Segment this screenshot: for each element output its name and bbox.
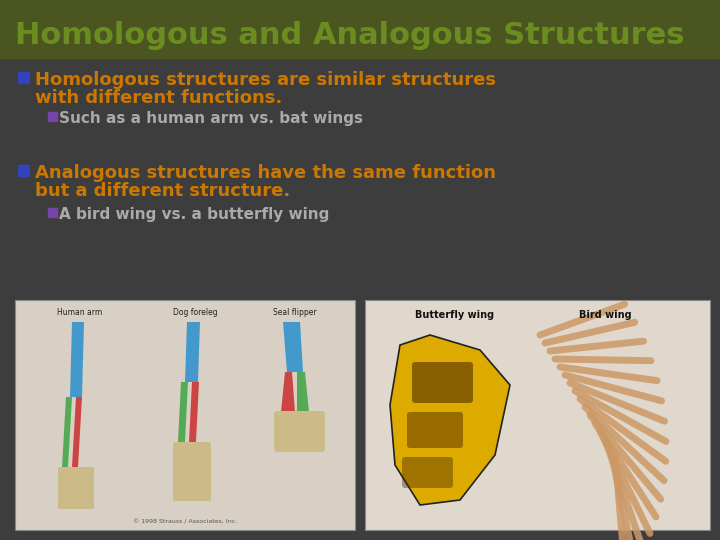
Text: Human arm: Human arm <box>58 308 103 317</box>
Polygon shape <box>189 382 199 442</box>
Text: with different functions.: with different functions. <box>35 89 282 107</box>
Text: but a different structure.: but a different structure. <box>35 182 290 200</box>
Text: Butterfly wing: Butterfly wing <box>415 310 495 320</box>
Bar <box>15 300 355 530</box>
FancyBboxPatch shape <box>58 467 94 509</box>
Polygon shape <box>62 397 72 467</box>
Text: A bird wing vs. a butterfly wing: A bird wing vs. a butterfly wing <box>59 207 329 222</box>
Bar <box>0 0 720 58</box>
FancyBboxPatch shape <box>173 442 211 501</box>
Text: Such as a human arm vs. bat wings: Such as a human arm vs. bat wings <box>59 111 363 126</box>
Text: Analogous structures have the same function: Analogous structures have the same funct… <box>35 164 496 182</box>
FancyBboxPatch shape <box>412 362 473 403</box>
Polygon shape <box>281 372 295 412</box>
Text: Homologous structures are similar structures: Homologous structures are similar struct… <box>35 71 496 89</box>
FancyBboxPatch shape <box>402 457 453 488</box>
FancyBboxPatch shape <box>407 412 463 448</box>
Bar <box>18 165 29 176</box>
Polygon shape <box>178 382 188 442</box>
Text: Homologous and Analogous Structures: Homologous and Analogous Structures <box>15 22 685 51</box>
Polygon shape <box>283 322 303 372</box>
FancyBboxPatch shape <box>274 411 325 452</box>
Polygon shape <box>297 372 309 412</box>
Polygon shape <box>72 397 82 467</box>
Text: © 1998 Strauss / Associates, Inc.: © 1998 Strauss / Associates, Inc. <box>133 520 237 525</box>
Text: Dog foreleg: Dog foreleg <box>173 308 217 317</box>
Text: Seal flipper: Seal flipper <box>273 308 317 317</box>
Bar <box>18 72 29 83</box>
Polygon shape <box>185 322 200 382</box>
Bar <box>365 300 710 530</box>
Text: Bird wing: Bird wing <box>579 310 631 320</box>
Bar <box>48 208 57 217</box>
Bar <box>48 112 57 121</box>
Polygon shape <box>70 322 84 397</box>
Polygon shape <box>390 335 510 505</box>
